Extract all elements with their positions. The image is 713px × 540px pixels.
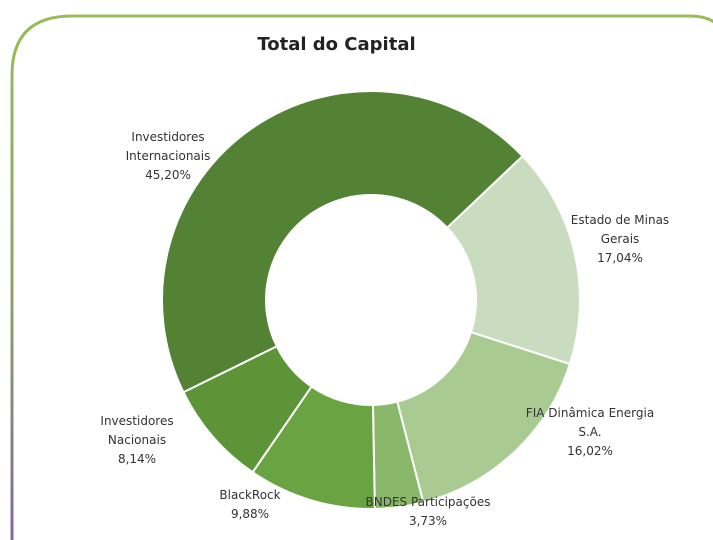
data-label: Investidores Internacionais 45,20% <box>112 128 224 185</box>
category-label: Investidores Nacionais <box>100 414 174 447</box>
category-label: Estado de Minas Gerais <box>570 213 670 246</box>
frame <box>10 14 713 540</box>
value-label: 16,02% <box>567 444 613 458</box>
data-label: Estado de Minas Gerais 17,04% <box>564 211 676 268</box>
value-label: 17,04% <box>597 251 643 265</box>
category-label: BNDES Participações <box>365 495 491 509</box>
data-label: BNDES Participações 3,73% <box>353 493 503 531</box>
category-label: Investidores Internacionais <box>125 130 211 163</box>
data-label: Investidores Nacionais 8,14% <box>92 412 182 469</box>
value-label: 45,20% <box>145 168 191 182</box>
value-label: 8,14% <box>117 452 157 466</box>
category-label: FIA Dinâmica Energia S.A. <box>525 406 655 439</box>
value-label: 9,88% <box>230 507 270 521</box>
slice <box>182 345 313 474</box>
chart-title: Total do Capital <box>257 34 416 55</box>
data-label: FIA Dinâmica Energia S.A. 16,02% <box>520 404 660 461</box>
value-label: 3,73% <box>408 514 448 528</box>
slice <box>445 154 581 366</box>
data-label: BlackRock 9,88% <box>200 486 300 524</box>
slice <box>161 90 525 394</box>
donut <box>161 90 581 510</box>
category-label: BlackRock <box>219 488 281 502</box>
slice <box>396 330 572 504</box>
